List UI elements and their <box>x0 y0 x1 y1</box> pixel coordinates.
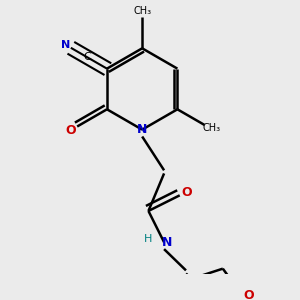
Text: H: H <box>144 234 153 244</box>
Text: N: N <box>162 236 172 249</box>
Text: N: N <box>137 123 147 136</box>
Text: O: O <box>181 186 192 199</box>
Text: O: O <box>244 289 254 300</box>
Text: CH₃: CH₃ <box>202 123 220 133</box>
Text: O: O <box>65 124 76 137</box>
Text: C: C <box>84 52 92 62</box>
Text: CH₃: CH₃ <box>133 6 151 16</box>
Text: N: N <box>61 40 70 50</box>
